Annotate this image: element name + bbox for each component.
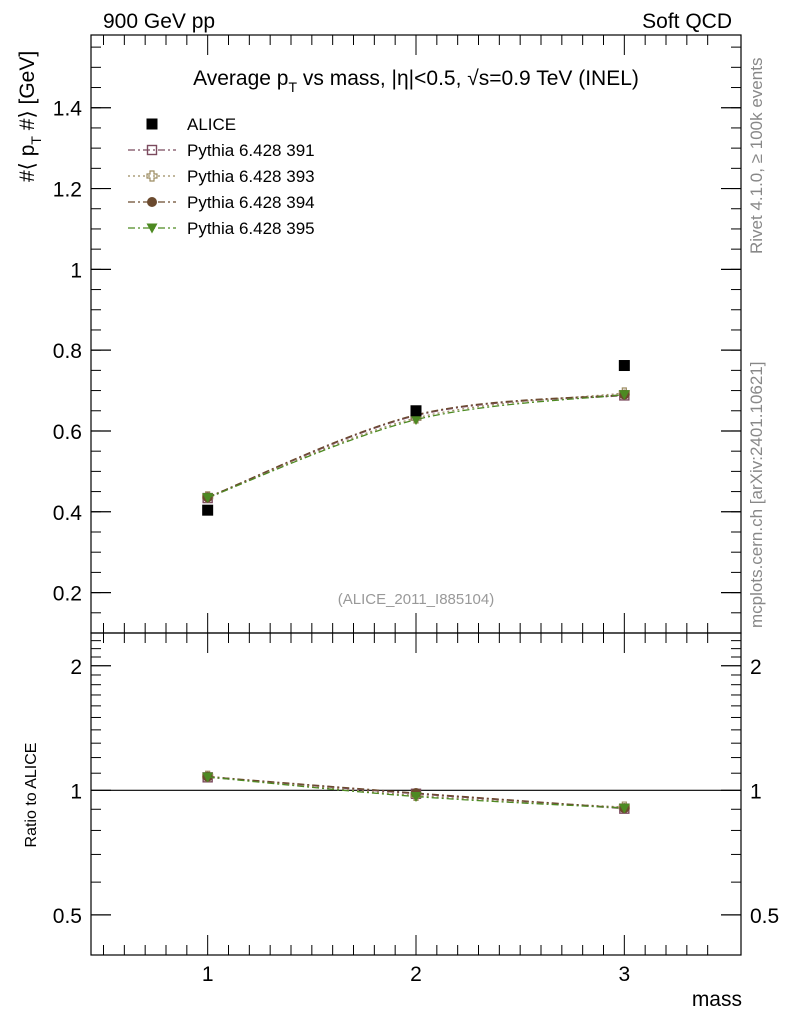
legend-marker: [146, 144, 158, 156]
main-series-group: [202, 360, 630, 516]
ratio-tick-label-right: 2: [750, 656, 762, 679]
analysis-watermark: (ALICE_2011_I885104): [338, 591, 495, 608]
legend-entry: Pythia 6.428 391: [128, 141, 315, 160]
ratio-panel: 0.5 0.5 1 1 2 2 1 2 3 Ratio to ALICE: [23, 632, 779, 986]
legend-marker: [147, 197, 157, 207]
legend-label: Pythia 6.428 394: [187, 193, 315, 212]
ratio-data-point: [202, 772, 214, 783]
ratio-tick-label: 0.5: [53, 905, 82, 928]
header-right: Soft QCD: [642, 10, 732, 33]
side-text-bottom: mcplots.cern.ch [arXiv:2401.10621]: [747, 362, 766, 628]
ratio-series-line: [207, 776, 625, 809]
ratio-series-group: [202, 770, 630, 814]
legend-entry: Pythia 6.428 395: [128, 219, 315, 238]
y-axis-label: #⟨ pT #⟩ [GeV]: [16, 51, 44, 182]
legend-marker: [146, 170, 158, 182]
series-pythia-6-428-393: [202, 387, 630, 503]
legend-marker: [146, 223, 158, 234]
legend-entry: Pythia 6.428 393: [128, 167, 315, 186]
main-panel: 0.2 0.4 0.6 0.8 1 1.2 1.4 Average pT vs mass, …: [16, 34, 742, 634]
legend-label: Pythia 6.428 395: [187, 219, 315, 238]
y-tick-label: 1.4: [53, 98, 83, 121]
x-tick-label: 3: [618, 963, 630, 986]
x-tick-label: 2: [410, 963, 422, 986]
ratio-series-pythia-6-428-395: [202, 772, 630, 814]
series-alice: [202, 360, 630, 516]
ratio-data-point: [618, 803, 630, 814]
chart-title: Average pT vs mass, |η|<0.5, √s=0.9 TeV …: [193, 67, 639, 95]
ratio-tick-label-right: 0.5: [750, 905, 779, 928]
data-point: [202, 504, 214, 516]
y-tick-label: 1: [70, 259, 82, 282]
legend-entry: ALICE: [146, 115, 236, 134]
ratio-tick-label: 1: [70, 780, 82, 803]
legend-label: ALICE: [187, 115, 236, 134]
legend-label: Pythia 6.428 393: [187, 167, 315, 186]
data-point: [618, 390, 630, 401]
legend-entry: Pythia 6.428 394: [128, 193, 315, 212]
main-y-ticks: 0.2 0.4 0.6 0.8 1 1.2 1.4: [53, 46, 741, 634]
ratio-series-line: [207, 776, 625, 809]
ratio-x-ticks: 1 2 3: [103, 633, 709, 986]
data-point: [410, 405, 422, 417]
data-point: [410, 415, 422, 426]
x-tick-label: 1: [202, 963, 214, 986]
legend: ALICE Pythia 6.428 391 Pythia 6.428 393 Pyt…: [128, 115, 315, 238]
series-line: [207, 394, 625, 499]
y-tick-label: 0.8: [53, 340, 82, 363]
y-tick-label: 0.6: [53, 421, 82, 444]
ratio-tick-label: 2: [70, 656, 82, 679]
side-text-top: Rivet 4.1.0, ≥ 100k events: [747, 58, 766, 254]
data-point: [202, 493, 214, 504]
y-tick-label: 0.2: [53, 583, 82, 606]
series-pythia-6-428-395: [202, 390, 630, 504]
y-tick-label: 1.2: [53, 179, 82, 202]
x-axis-label: mass: [692, 988, 742, 1011]
main-x-ticks: [103, 35, 709, 633]
y-tick-label: 0.4: [53, 502, 83, 525]
ratio-tick-label-right: 1: [750, 780, 762, 803]
ratio-data-point: [410, 792, 422, 803]
series-line: [207, 393, 625, 498]
legend-label: Pythia 6.428 391: [187, 141, 315, 160]
ratio-y-axis-label: Ratio to ALICE: [23, 743, 40, 848]
header-left: 900 GeV pp: [103, 10, 215, 33]
legend-marker: [146, 118, 158, 130]
data-point: [618, 360, 630, 372]
